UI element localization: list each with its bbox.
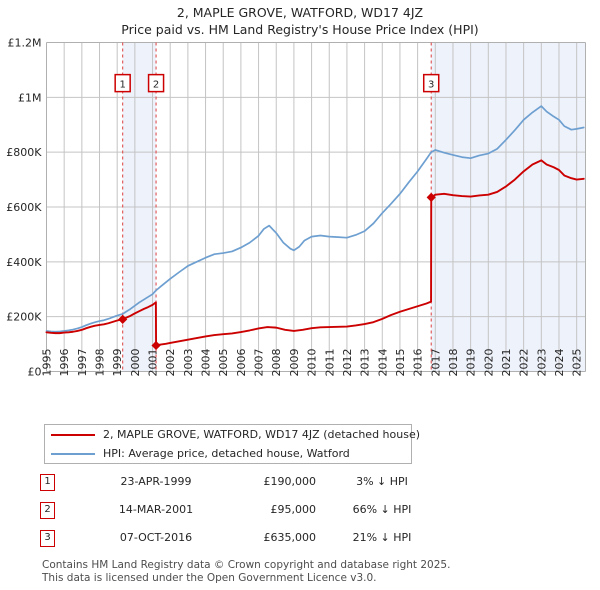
y-axis-tick-label: £0 <box>28 366 42 379</box>
x-axis-tick-label: 2014 <box>376 349 389 377</box>
series-line <box>45 159 585 347</box>
footer-line-1: Contains HM Land Registry data © Crown c… <box>42 559 451 571</box>
page-title: 2, MAPLE GROVE, WATFORD, WD17 4JZ <box>176 5 424 20</box>
x-axis-tick-label: 2019 <box>465 349 478 377</box>
legend-label-property: 2, MAPLE GROVE, WATFORD, WD17 4JZ (detac… <box>103 428 421 441</box>
x-axis-tick-label: 1998 <box>94 349 107 377</box>
y-axis-tick-label: £1.2M <box>8 37 42 50</box>
plot-frame <box>46 42 586 372</box>
footer-attribution: Contains HM Land Registry data © Crown c… <box>42 559 562 584</box>
legend-item-hpi: HPI: Average price, detached house, Watf… <box>45 444 411 463</box>
table-row: 2 14-MAR-2001 £95,000 66% ↓ HPI <box>40 500 460 528</box>
footer-line-2: This data is licensed under the Open Gov… <box>42 571 377 584</box>
y-axis-tick-label: £400K <box>6 256 42 269</box>
x-axis-tick-label: 2011 <box>323 349 336 377</box>
x-axis-tick-label: 2006 <box>235 349 248 377</box>
legend-label-hpi: HPI: Average price, detached house, Watf… <box>103 447 350 460</box>
page-subtitle: Price paid vs. HM Land Registry's House … <box>121 22 479 37</box>
txn-delta-2: 66% ↓ HPI <box>352 503 412 516</box>
x-axis-tick-label: 2003 <box>182 349 195 377</box>
y-axis-tick-label: £1M <box>18 91 42 104</box>
x-axis-tick-label: 2013 <box>359 349 372 377</box>
txn-date-2: 14-MAR-2001 <box>118 503 194 516</box>
x-axis-tick-label: 2018 <box>447 349 460 377</box>
marker-badge-box <box>114 73 131 93</box>
x-axis-tick-label: 2001 <box>147 349 160 377</box>
y-axis-tick-label: £800K <box>6 146 42 159</box>
x-axis-tick-label: 2005 <box>217 349 230 377</box>
x-axis-tick-label: 1995 <box>41 349 54 377</box>
x-axis-tick-label: 2012 <box>341 349 354 377</box>
txn-date-3: 07-OCT-2016 <box>119 531 193 544</box>
legend-swatch-property <box>51 433 95 436</box>
txn-badge-3: 3 <box>40 530 55 547</box>
x-axis-tick-label: 2004 <box>200 349 213 377</box>
x-axis-tick-label: 2022 <box>518 349 531 377</box>
table-row: 1 23-APR-1999 £190,000 3% ↓ HPI <box>40 472 460 500</box>
x-axis-tick-label: 2010 <box>306 349 319 377</box>
transactions-table: 1 23-APR-1999 £190,000 3% ↓ HPI 2 14-MAR… <box>40 472 460 556</box>
legend-swatch-hpi <box>51 452 95 455</box>
marker-badge-label: 3 <box>428 80 434 91</box>
x-axis-ticks: 1995 1996 1997 1998 1999 2000 2001 2002 2003 2004… <box>41 349 584 377</box>
legend-item-property: 2, MAPLE GROVE, WATFORD, WD17 4JZ (detac… <box>45 425 420 444</box>
txn-price-3: £635,000 <box>263 531 317 544</box>
table-row: 3 07-OCT-2016 £635,000 21% ↓ HPI <box>40 528 460 556</box>
x-axis-tick-label: 1996 <box>58 349 71 377</box>
txn-delta-1: 3% ↓ HPI <box>356 475 408 488</box>
sale-point-marker <box>426 192 436 203</box>
txn-date-1: 23-APR-1999 <box>120 475 192 488</box>
x-axis-tick-label: 2021 <box>500 349 513 377</box>
txn-price-2: £95,000 <box>270 503 317 516</box>
x-axis-tick-label: 2015 <box>394 349 407 377</box>
marker-badge-label: 1 <box>119 80 125 91</box>
marker-badge-box <box>147 73 165 93</box>
chart-title-block: 2, MAPLE GROVE, WATFORD, WD17 4JZ Price … <box>0 4 600 38</box>
x-axis-tick-label: 1999 <box>111 349 124 377</box>
x-axis-tick-label: 2020 <box>482 349 495 377</box>
txn-price-1: £190,000 <box>263 475 317 488</box>
x-axis-tick-label: 2008 <box>270 349 283 377</box>
y-axis-tick-label: £600K <box>6 201 42 214</box>
price-history-chart: £0£200K£400K£600K£800K£1M£1.2M 1995 1996 1… <box>6 37 586 379</box>
marker-badge-label: 2 <box>153 80 159 91</box>
grid-line-group <box>46 42 586 372</box>
x-axis-tick-label: 2023 <box>535 349 548 377</box>
x-axis-tick-label: 2016 <box>412 349 425 377</box>
x-axis-tick-label: 1997 <box>76 349 89 377</box>
x-axis-tick-label: 2002 <box>164 349 177 377</box>
sale-point-marker <box>118 314 128 325</box>
x-axis-tick-label: 2017 <box>429 349 442 377</box>
x-axis-tick-label: 2009 <box>288 349 301 377</box>
x-axis-tick-label: 2024 <box>553 349 566 377</box>
series-lines <box>45 105 585 347</box>
txn-delta-3: 21% ↓ HPI <box>352 531 412 544</box>
marker-badge-box <box>422 73 440 93</box>
x-axis-tick-label: 2025 <box>571 349 584 377</box>
marker-badges: 1 2 3 <box>114 73 440 93</box>
y-axis-tick-label: £200K <box>6 311 42 324</box>
x-axis-tick-label: 2000 <box>129 349 142 377</box>
txn-badge-2: 2 <box>40 502 55 519</box>
y-axis-ticks: £0 £200K £400K £600K £800K £1M £1.2M <box>6 37 42 379</box>
x-axis-tick-label: 2007 <box>253 349 266 377</box>
chart-legend: 2, MAPLE GROVE, WATFORD, WD17 4JZ (detac… <box>44 424 420 464</box>
sale-point-marker <box>151 340 161 351</box>
sale-point-markers <box>118 192 436 351</box>
series-line <box>45 105 585 333</box>
txn-badge-1: 1 <box>40 474 55 491</box>
